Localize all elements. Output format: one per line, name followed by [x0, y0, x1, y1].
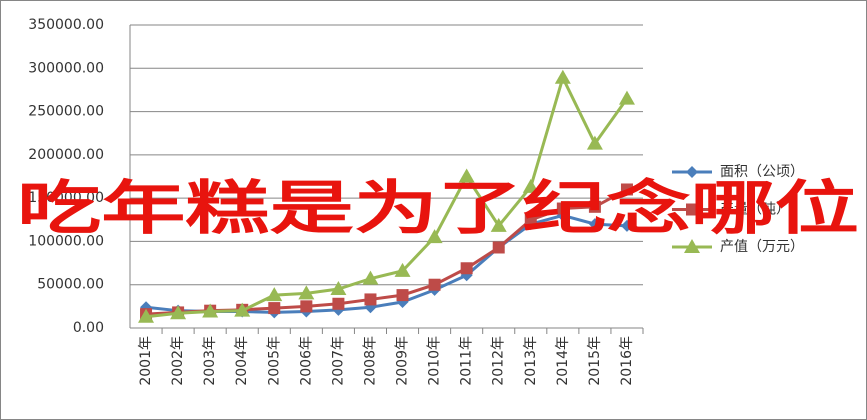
legend-label: 产值（万元） [720, 239, 804, 255]
x-tick-label: 2012年 [491, 336, 507, 386]
marker [300, 300, 313, 313]
marker [234, 302, 251, 317]
x-tick-label: 2003年 [202, 336, 218, 386]
y-tick-label: 150000.00 [28, 190, 104, 206]
marker [620, 183, 633, 196]
marker [524, 213, 537, 226]
legend-marker [686, 203, 698, 216]
x-tick-label: 2010年 [427, 336, 443, 386]
marker [170, 305, 187, 320]
x-tick-label: 2005年 [266, 336, 282, 386]
marker [332, 297, 345, 310]
y-tick-label: 0.00 [73, 320, 104, 336]
y-tick-label: 350000.00 [28, 17, 104, 33]
marker [554, 69, 571, 84]
y-tick-label: 300000.00 [28, 60, 104, 76]
marker [618, 90, 635, 105]
marker [586, 135, 603, 150]
y-tick-label: 50000.00 [37, 277, 104, 293]
marker [138, 308, 155, 323]
x-tick-label: 2007年 [330, 336, 346, 386]
marker [268, 302, 281, 315]
x-tick-label: 2004年 [234, 336, 250, 386]
marker [522, 178, 539, 193]
x-tick-label: 2008年 [362, 336, 378, 386]
legend-label: 产量（吨） [720, 202, 790, 218]
marker [330, 281, 347, 296]
marker [588, 218, 601, 231]
marker [266, 287, 283, 302]
marker [364, 293, 377, 306]
x-tick-label: 2013年 [523, 336, 539, 386]
legend-marker [686, 166, 698, 178]
x-tick-label: 2009年 [395, 336, 411, 386]
series-line [145, 73, 629, 319]
marker [298, 285, 315, 300]
y-tick-label: 200000.00 [28, 147, 104, 163]
marker [202, 303, 219, 318]
marker [460, 262, 473, 275]
legend-marker [684, 239, 700, 253]
x-tick-label: 2011年 [459, 336, 475, 386]
marker [396, 289, 409, 302]
marker [620, 219, 633, 232]
marker [428, 278, 441, 291]
marker [556, 202, 569, 215]
x-tick-label: 2015年 [587, 336, 603, 386]
marker [588, 200, 601, 213]
x-tick-label: 2016年 [619, 336, 635, 386]
marker [458, 168, 475, 183]
y-tick-label: 100000.00 [28, 233, 104, 249]
marker [394, 262, 411, 277]
marker [362, 270, 379, 285]
x-tick-label: 2006年 [298, 336, 314, 386]
x-tick-label: 2002年 [170, 336, 186, 386]
legend-label: 面积（公顷） [720, 164, 804, 180]
marker [426, 229, 443, 244]
marker [490, 217, 507, 232]
overlay-text: 吃年糕是为了纪念哪位 [17, 174, 859, 242]
y-tick-label: 250000.00 [28, 104, 104, 120]
marker [492, 241, 505, 254]
x-tick-label: 2001年 [138, 336, 154, 386]
x-tick-label: 2014年 [555, 336, 571, 386]
